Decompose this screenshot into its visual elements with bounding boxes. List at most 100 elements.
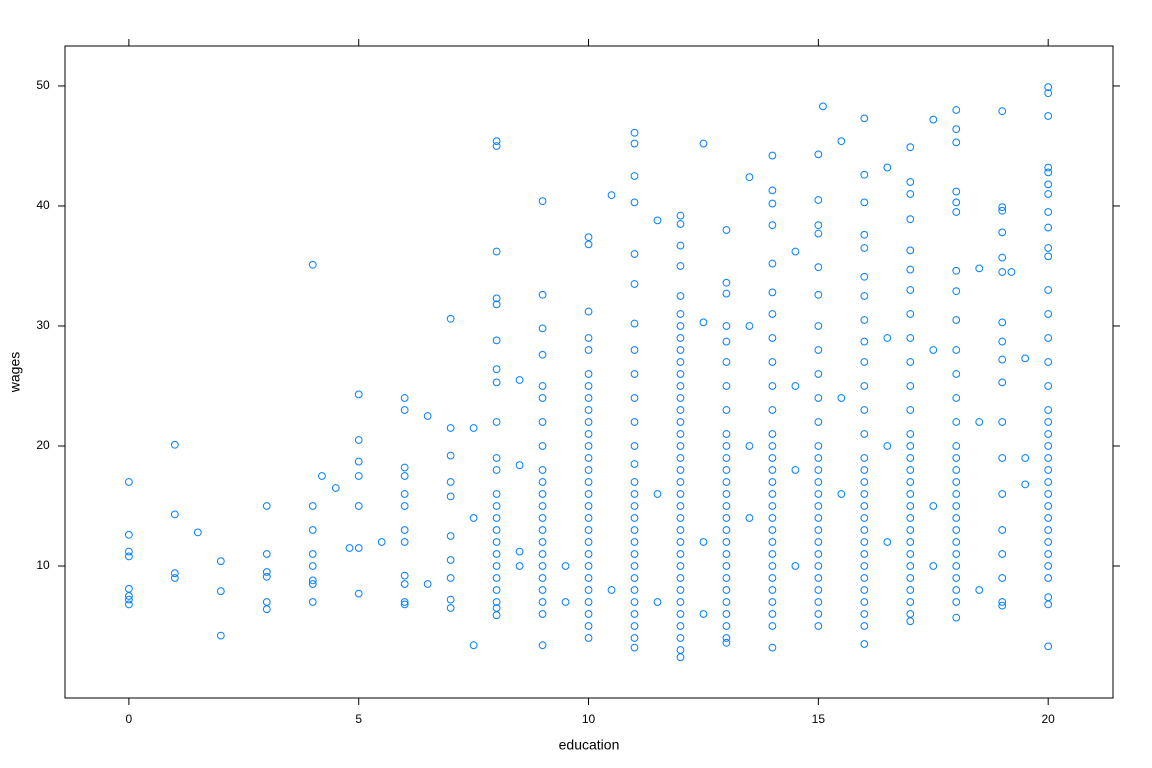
point — [952, 316, 961, 324]
point — [630, 610, 639, 618]
point — [423, 580, 432, 588]
point — [538, 197, 547, 206]
x-tick-label: 5 — [355, 712, 362, 726]
point — [722, 226, 731, 234]
point — [584, 233, 593, 242]
point — [722, 406, 731, 414]
point — [446, 424, 455, 432]
point — [768, 490, 777, 498]
point — [952, 198, 961, 207]
point — [722, 598, 731, 606]
point — [722, 337, 731, 346]
point — [860, 526, 869, 534]
point — [998, 253, 1007, 262]
point — [745, 173, 754, 182]
point — [768, 358, 777, 366]
point — [883, 334, 892, 342]
point — [1044, 430, 1053, 438]
point — [998, 601, 1007, 610]
point — [1044, 600, 1053, 609]
point — [1044, 223, 1053, 232]
point — [492, 294, 501, 303]
point — [768, 550, 777, 558]
point — [860, 406, 869, 414]
point — [1044, 442, 1053, 450]
point — [492, 365, 501, 374]
point — [538, 514, 547, 522]
point — [768, 562, 777, 570]
point — [1021, 454, 1030, 462]
point — [768, 538, 777, 546]
point — [768, 454, 777, 462]
point — [538, 478, 547, 486]
point — [952, 574, 961, 582]
point — [492, 586, 501, 594]
point — [561, 598, 570, 606]
point — [860, 230, 869, 239]
point — [860, 550, 869, 558]
point — [584, 466, 593, 474]
point — [400, 502, 409, 510]
point — [768, 514, 777, 522]
point — [400, 600, 409, 609]
point — [998, 418, 1007, 426]
point — [584, 586, 593, 594]
point — [998, 550, 1007, 558]
point — [308, 562, 317, 570]
point — [630, 538, 639, 546]
point — [1044, 526, 1053, 534]
point — [124, 584, 133, 593]
plot-frame — [64, 45, 1114, 699]
point — [952, 266, 961, 275]
point — [400, 394, 409, 402]
point — [952, 550, 961, 558]
point — [722, 454, 731, 462]
point — [814, 490, 823, 498]
point — [814, 221, 823, 230]
point — [630, 490, 639, 498]
point — [722, 289, 731, 298]
point — [860, 490, 869, 498]
point — [584, 454, 593, 462]
point — [607, 191, 616, 200]
x-axis-label: education — [559, 737, 620, 753]
point — [423, 412, 432, 420]
point — [952, 370, 961, 378]
point — [952, 526, 961, 534]
point — [492, 598, 501, 606]
y-tick-label: 30 — [36, 318, 50, 332]
point — [124, 592, 133, 600]
point — [1044, 550, 1053, 558]
point — [860, 358, 869, 366]
point — [354, 589, 363, 598]
point — [538, 641, 547, 650]
point — [906, 143, 915, 152]
point — [584, 418, 593, 426]
point — [630, 418, 639, 426]
point — [860, 502, 869, 510]
point — [1044, 208, 1053, 216]
point — [906, 490, 915, 498]
point — [975, 418, 984, 426]
point — [952, 125, 961, 134]
point — [538, 490, 547, 498]
point — [860, 574, 869, 582]
point — [630, 598, 639, 606]
point — [814, 586, 823, 594]
point — [584, 442, 593, 450]
point — [952, 442, 961, 450]
point — [1044, 593, 1053, 602]
point — [216, 631, 225, 640]
point — [768, 466, 777, 474]
point — [814, 394, 823, 402]
point — [860, 586, 869, 594]
point — [446, 604, 455, 612]
point — [768, 430, 777, 438]
point — [998, 228, 1007, 237]
point — [515, 547, 524, 556]
point — [676, 382, 685, 390]
point — [446, 478, 455, 486]
point — [354, 544, 363, 552]
point — [676, 334, 685, 342]
point — [492, 526, 501, 534]
